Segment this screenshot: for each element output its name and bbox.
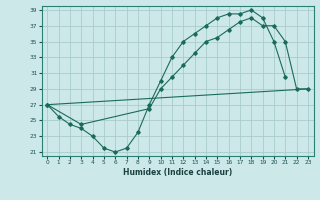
X-axis label: Humidex (Indice chaleur): Humidex (Indice chaleur) (123, 168, 232, 177)
